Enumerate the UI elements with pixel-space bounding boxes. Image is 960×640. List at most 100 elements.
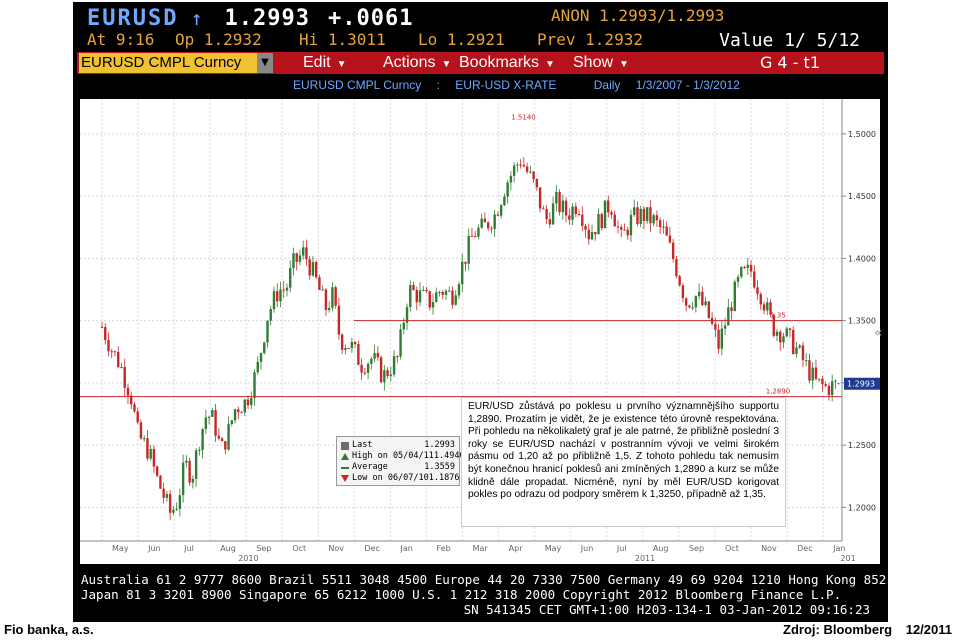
x-tick-label: Dec bbox=[364, 544, 379, 553]
candle-body bbox=[736, 276, 740, 282]
candle-body bbox=[233, 409, 237, 421]
candle-body bbox=[370, 358, 373, 364]
candle-body bbox=[211, 410, 214, 417]
candle-body bbox=[772, 314, 775, 336]
candle-body bbox=[139, 422, 143, 439]
candle-body bbox=[409, 285, 412, 308]
chevron-left-icon[interactable]: « bbox=[874, 325, 883, 341]
candle-body bbox=[178, 495, 182, 509]
menu-show[interactable]: Show ▼ bbox=[573, 52, 629, 76]
y-tick-label: 1.4500 bbox=[848, 192, 876, 201]
security-field[interactable]: EURUSD CMPL Curncy bbox=[79, 53, 257, 73]
candle-body bbox=[253, 372, 256, 399]
candle-body bbox=[454, 295, 457, 305]
candle-body bbox=[766, 302, 769, 311]
candle-body bbox=[435, 292, 438, 303]
y-tick-label: 1.3500 bbox=[848, 317, 876, 326]
candle-body bbox=[714, 323, 717, 330]
candle-body bbox=[441, 291, 444, 295]
candle-body bbox=[149, 448, 152, 459]
report-date: 12/2011 bbox=[905, 622, 952, 637]
candle-body bbox=[574, 206, 577, 214]
candle-body bbox=[396, 356, 399, 358]
candle-body bbox=[779, 331, 782, 343]
candle-body bbox=[538, 187, 542, 209]
menu-actions[interactable]: Actions ▼ bbox=[383, 52, 451, 76]
analyst-comment: EUR/USD zůstává po poklesu u prvního výz… bbox=[461, 397, 786, 527]
quote-time: At 9:16 bbox=[87, 30, 155, 49]
contact-line-2: Japan 81 3 3201 8900 Singapore 65 6212 1… bbox=[81, 587, 842, 602]
candle-body bbox=[600, 213, 603, 229]
candle-body bbox=[379, 357, 383, 383]
candle-body bbox=[175, 508, 178, 510]
candle-body bbox=[246, 399, 250, 406]
candle-body bbox=[392, 356, 396, 375]
candle-body bbox=[207, 416, 211, 418]
candle-body bbox=[444, 290, 448, 295]
candle-body bbox=[295, 253, 298, 262]
candle-body bbox=[516, 164, 519, 166]
candle-body bbox=[250, 398, 253, 406]
candle-body bbox=[292, 253, 295, 269]
candle-body bbox=[834, 380, 837, 382]
price-change: +.0061 bbox=[328, 6, 414, 31]
low-price: Lo 1.2921 bbox=[418, 30, 505, 49]
candle-body bbox=[503, 196, 506, 206]
candle-body bbox=[428, 291, 431, 308]
candle-body bbox=[746, 264, 749, 268]
x-tick-label: Aug bbox=[653, 544, 669, 553]
candle-body bbox=[305, 247, 308, 260]
menu-bookmarks[interactable]: Bookmarks ▼ bbox=[459, 52, 555, 76]
candle-body bbox=[172, 509, 175, 513]
candle-body bbox=[117, 351, 120, 368]
candle-body bbox=[289, 268, 292, 288]
contact-line-1: Australia 61 2 9777 8600 Brazil 5511 304… bbox=[81, 572, 888, 587]
menu-bar: EURUSD CMPL Curncy ▼ Edit ▼ Actions ▼ Book… bbox=[77, 52, 884, 74]
candle-body bbox=[298, 255, 302, 262]
triangle-up-icon bbox=[341, 453, 349, 460]
candle-body bbox=[830, 381, 834, 396]
legend-row-high: High on 05/04/11 1.4940 bbox=[341, 451, 465, 462]
candle-body bbox=[821, 378, 824, 385]
dropdown-icon[interactable]: ▼ bbox=[257, 53, 273, 73]
candle-body bbox=[159, 475, 162, 489]
candle-body bbox=[827, 385, 831, 396]
candle-body bbox=[655, 215, 659, 221]
candle-body bbox=[645, 207, 649, 222]
candle-body bbox=[133, 404, 136, 412]
candle-body bbox=[814, 367, 818, 379]
candle-body bbox=[629, 214, 633, 236]
menu-edit[interactable]: Edit ▼ bbox=[303, 52, 346, 76]
candle-body bbox=[266, 320, 269, 343]
candle-body bbox=[636, 207, 639, 224]
candle-body bbox=[775, 331, 779, 336]
candle-body bbox=[217, 435, 221, 439]
publisher: Fio banka, a.s. bbox=[4, 622, 94, 637]
x-year-label: 201 bbox=[840, 554, 855, 563]
candle-body bbox=[493, 214, 496, 229]
candle-body bbox=[383, 370, 386, 383]
last-price-tag bbox=[844, 377, 880, 390]
page-code: G 4 - t1 bbox=[759, 53, 820, 72]
candle-body bbox=[594, 232, 597, 235]
candle-body bbox=[324, 289, 328, 311]
candle-body bbox=[243, 399, 246, 413]
candle-body bbox=[545, 209, 548, 220]
x-tick-label: Feb bbox=[437, 544, 451, 553]
candle-body bbox=[662, 226, 665, 228]
candle-body bbox=[412, 285, 415, 290]
candle-body bbox=[360, 364, 363, 373]
last-price: 1.2993 bbox=[224, 6, 311, 31]
candle-body bbox=[759, 293, 762, 305]
candle-body bbox=[146, 438, 149, 459]
candle-body bbox=[201, 429, 204, 450]
candle-body bbox=[269, 309, 272, 321]
candle-body bbox=[477, 227, 480, 237]
candle-body bbox=[438, 291, 441, 293]
candle-body bbox=[571, 206, 574, 220]
ticker: EURUSD bbox=[87, 6, 179, 31]
candle-body bbox=[155, 466, 159, 476]
candle-body bbox=[743, 267, 746, 269]
candle-body bbox=[697, 291, 701, 297]
x-tick-label: May bbox=[545, 544, 562, 553]
